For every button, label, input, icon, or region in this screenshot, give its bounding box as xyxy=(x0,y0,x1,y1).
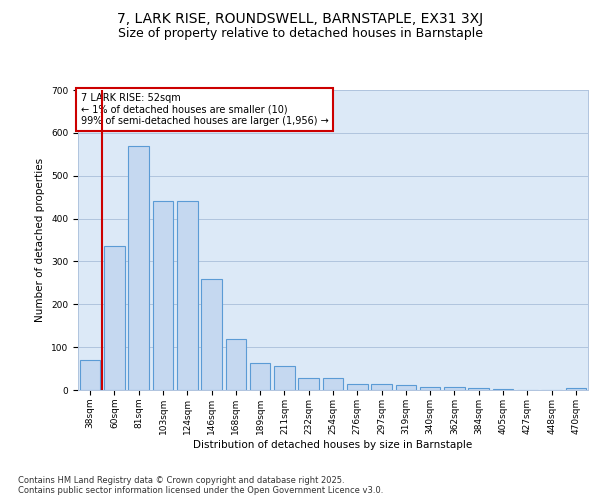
Bar xyxy=(128,146,149,390)
Bar xyxy=(420,387,440,390)
Text: 7 LARK RISE: 52sqm
← 1% of detached houses are smaller (10)
99% of semi-detached: 7 LARK RISE: 52sqm ← 1% of detached hous… xyxy=(80,93,328,126)
Bar xyxy=(80,360,100,390)
Bar xyxy=(444,387,465,390)
Text: 7, LARK RISE, ROUNDSWELL, BARNSTAPLE, EX31 3XJ: 7, LARK RISE, ROUNDSWELL, BARNSTAPLE, EX… xyxy=(117,12,483,26)
Bar xyxy=(177,202,197,390)
Bar xyxy=(104,246,125,390)
Text: Contains HM Land Registry data © Crown copyright and database right 2025.
Contai: Contains HM Land Registry data © Crown c… xyxy=(18,476,383,495)
Bar xyxy=(323,378,343,390)
Bar xyxy=(274,366,295,390)
Bar xyxy=(152,202,173,390)
Y-axis label: Number of detached properties: Number of detached properties xyxy=(35,158,46,322)
Bar xyxy=(395,385,416,390)
Bar xyxy=(371,384,392,390)
Bar xyxy=(250,364,271,390)
Bar xyxy=(566,388,586,390)
Bar xyxy=(298,378,319,390)
Bar xyxy=(201,278,222,390)
Bar xyxy=(469,388,489,390)
X-axis label: Distribution of detached houses by size in Barnstaple: Distribution of detached houses by size … xyxy=(193,440,473,450)
Text: Size of property relative to detached houses in Barnstaple: Size of property relative to detached ho… xyxy=(118,28,482,40)
Bar xyxy=(347,384,368,390)
Bar xyxy=(493,388,514,390)
Bar xyxy=(226,338,246,390)
